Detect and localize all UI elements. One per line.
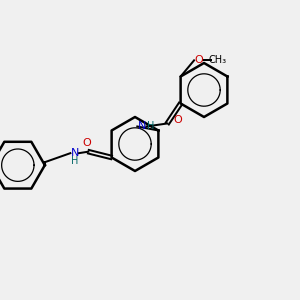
Text: CH₃: CH₃ [208, 56, 226, 65]
Text: O: O [173, 116, 182, 125]
Text: H: H [147, 122, 154, 131]
Text: O: O [194, 56, 203, 65]
Text: O: O [82, 138, 91, 148]
Text: N: N [138, 122, 146, 131]
Text: H: H [71, 156, 79, 166]
Text: N: N [70, 148, 79, 158]
